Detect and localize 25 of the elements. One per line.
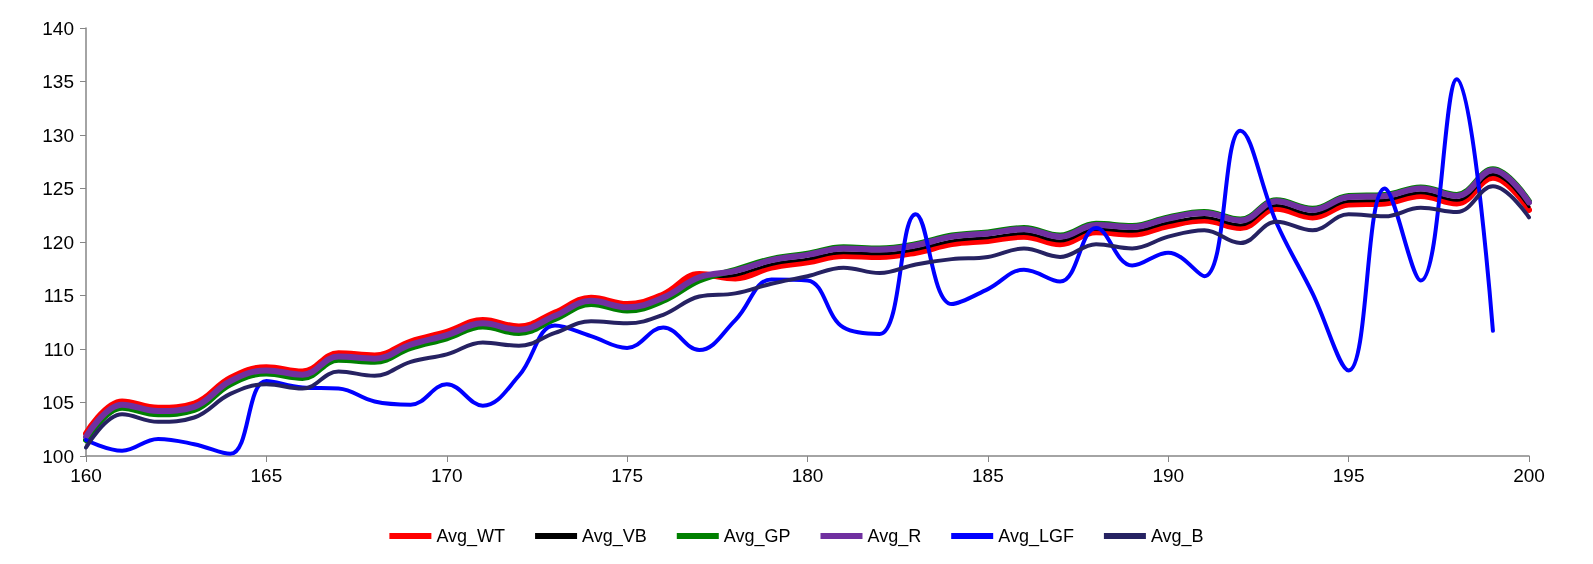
legend-label: Avg_VB bbox=[582, 526, 647, 547]
y-tick-label: 105 bbox=[42, 392, 74, 413]
y-tick-label: 110 bbox=[43, 338, 74, 360]
x-tick-label: 185 bbox=[972, 465, 1004, 486]
y-tick-label: 130 bbox=[42, 124, 74, 146]
legend-label: Avg_B bbox=[1150, 526, 1204, 547]
legend-label: Avg_GP bbox=[723, 526, 791, 547]
x-tick-label: 200 bbox=[1513, 465, 1545, 486]
legend-label: Avg_WT bbox=[436, 526, 506, 547]
x-tick-label: 170 bbox=[430, 465, 463, 486]
y-tick-label: 135 bbox=[42, 71, 74, 92]
x-tick-label: 195 bbox=[1332, 465, 1365, 486]
line-series bbox=[84, 77, 1495, 456]
x-tick-label: 180 bbox=[791, 465, 824, 486]
x-tick-label: 175 bbox=[611, 465, 643, 486]
x-tick-label: 165 bbox=[250, 465, 283, 486]
legend-label: Avg_LGF bbox=[998, 526, 1074, 547]
y-tick-label: 100 bbox=[42, 445, 74, 467]
x-tick-label: 160 bbox=[70, 465, 102, 486]
x-tick-label: 190 bbox=[1152, 465, 1185, 486]
y-tick-label: 120 bbox=[42, 231, 74, 253]
y-tick-label: 115 bbox=[43, 285, 74, 306]
legend-label: Avg_R bbox=[867, 526, 922, 547]
y-tick-label: 125 bbox=[42, 178, 74, 199]
y-tick-label: 140 bbox=[42, 17, 74, 39]
